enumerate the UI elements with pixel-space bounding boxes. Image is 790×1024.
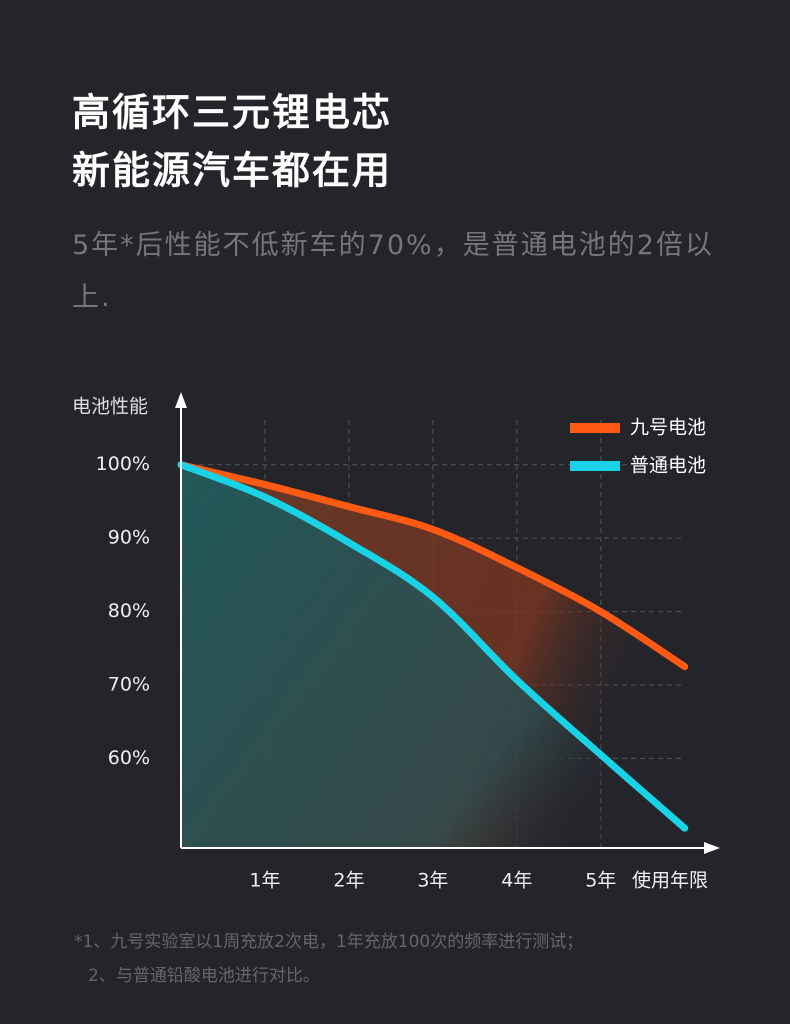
x-arrow [704,842,720,854]
y-tick-label: 90% [108,527,150,549]
legend-label: 普通电池 [630,455,706,477]
x-tick-label: 1年 [249,870,280,892]
legend-label: 九号电池 [630,417,706,439]
series-line [177,461,689,832]
x-tick-label: 5年 [585,870,616,892]
subtitle: 5年*后性能不低新车的70%，是普通电池的2倍以上. [72,230,714,313]
x-tick-label: 2年 [333,870,364,892]
y-tick-label: 80% [108,600,150,622]
title-line: 高循环三元锂电芯 [72,91,392,135]
title-line: 新能源汽车都在用 [72,149,392,193]
plot [177,420,689,848]
series-line [177,461,689,671]
y-tick-label: 70% [108,674,150,696]
x-tick-label: 4年 [501,870,532,892]
y-tick-label: 60% [108,747,150,769]
x-axis-label: 使用年限 [632,870,708,892]
y-arrow [175,392,187,408]
y-tick-label: 100% [96,453,150,475]
x-tick-label: 3年 [417,870,448,892]
legend-swatch [570,461,620,471]
y-axis-label: 电池性能 [72,396,148,418]
series-area [181,464,685,848]
legend-swatch [570,423,620,433]
footnote: *1、九号实验室以1周充放2次电，1年充放100次的频率进行测试； [74,932,583,952]
footnote: 2、与普通铅酸电池进行对比。 [88,966,320,986]
